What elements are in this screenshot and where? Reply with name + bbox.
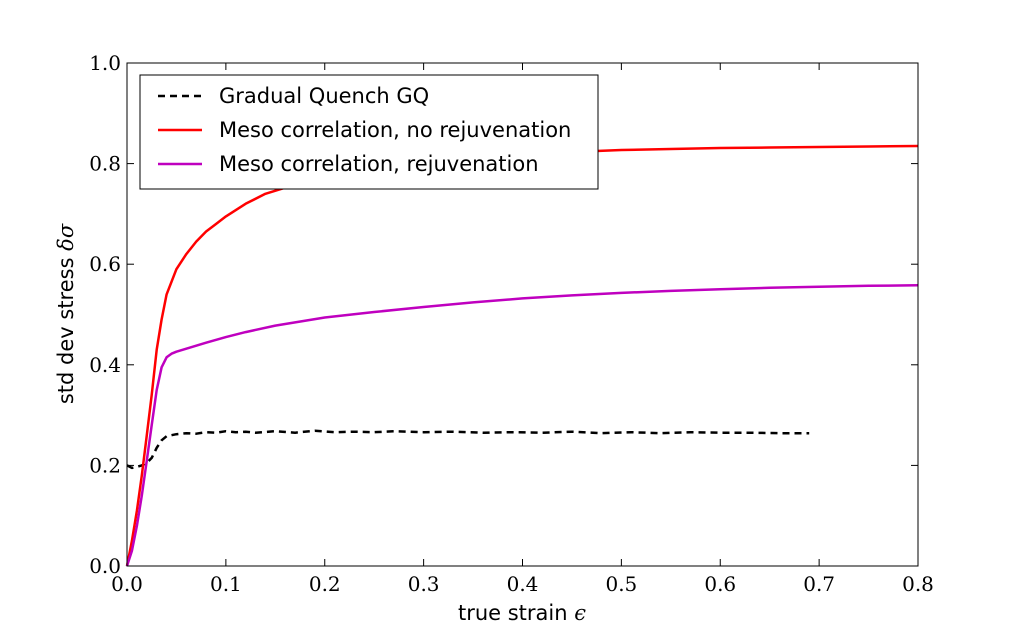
x-tick-label: 0.0 <box>111 572 143 596</box>
y-tick-label: 0.0 <box>89 554 121 578</box>
x-tick-label: 0.1 <box>210 572 242 596</box>
x-axis-label-text: true strain <box>458 601 568 625</box>
series-line-meso-rejuvenation <box>125 284 919 567</box>
y-tick-label: 0.8 <box>89 152 121 176</box>
x-tick-label: 0.4 <box>507 572 539 596</box>
series-line-meso-no-rejuvenation <box>125 144 919 567</box>
series-line-gradual-quench <box>126 429 810 470</box>
y-axis-label: std dev stress δσ <box>54 223 78 404</box>
y-axis-label-symbol: δσ <box>54 223 78 251</box>
x-axis-label: true strain ϵ <box>458 601 586 625</box>
y-tick-label: 1.0 <box>89 51 121 75</box>
x-axis-label-symbol: ϵ <box>574 601 586 625</box>
y-tick-label: 0.2 <box>89 453 121 477</box>
legend-box <box>139 74 599 190</box>
legend-label-meso-no-rejuvenation: Meso correlation, no rejuvenation <box>219 118 571 142</box>
x-tick-label: 0.6 <box>704 572 736 596</box>
legend: Gradual Quench GQ Meso correlation, no r… <box>139 74 599 190</box>
x-tick-label: 0.7 <box>803 572 835 596</box>
legend-label-gradual-quench: Gradual Quench GQ <box>219 84 429 108</box>
y-tick-label: 0.6 <box>89 252 121 276</box>
x-tick-label: 0.5 <box>605 572 637 596</box>
x-tick-label: 0.3 <box>408 572 440 596</box>
x-tick-label: 0.2 <box>309 572 341 596</box>
legend-label-meso-rejuvenation: Meso correlation, rejuvenation <box>219 152 539 176</box>
ticks-layer: 0.0 0.1 0.2 0.3 0.4 0.5 0.6 0.7 0.8 0.0 0.2 0.4 0.6 0… <box>89 51 934 596</box>
y-axis-label-text: std dev stress <box>54 257 78 404</box>
series-layer <box>125 144 919 567</box>
y-tick-label: 0.4 <box>89 353 121 377</box>
x-tick-label: 0.8 <box>902 572 934 596</box>
